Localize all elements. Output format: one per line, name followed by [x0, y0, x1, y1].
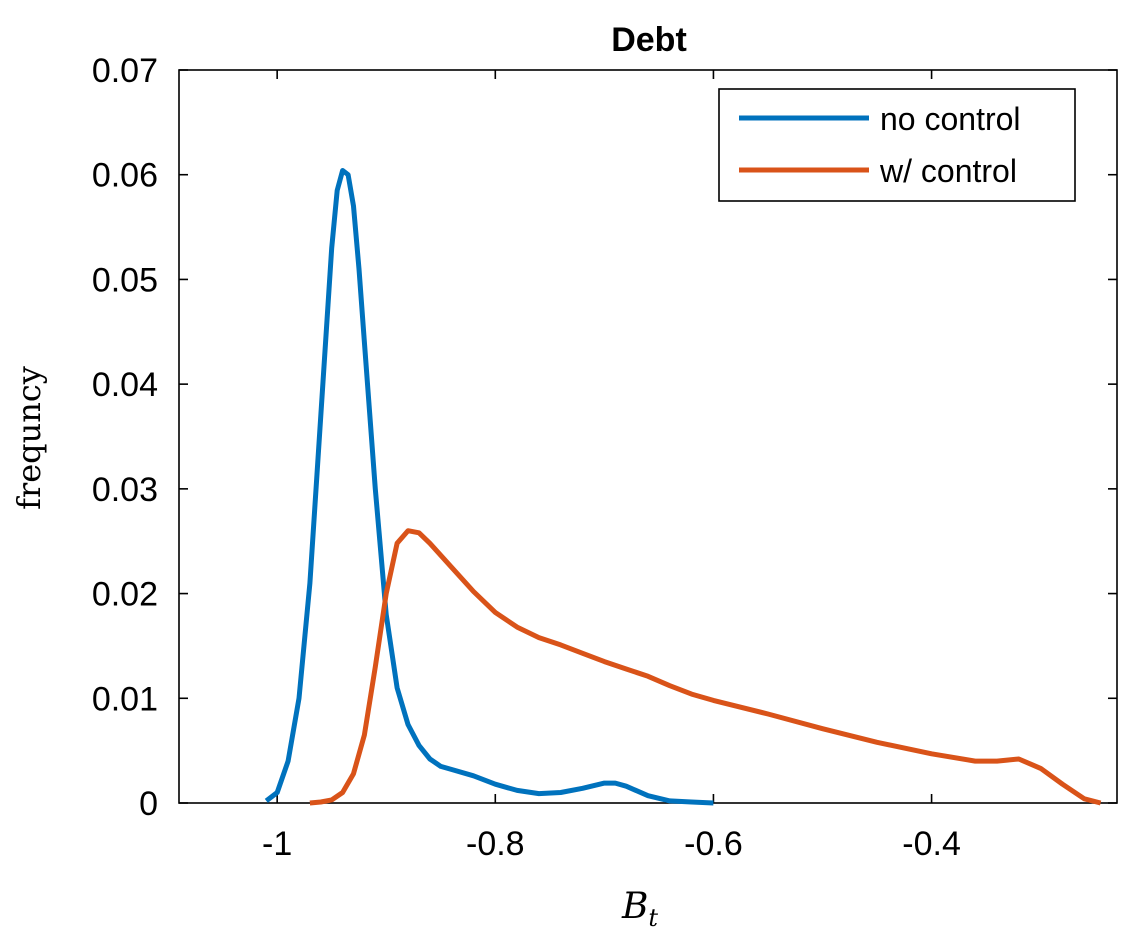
chart-title: Debt [611, 21, 687, 59]
x-tick-label: -0.4 [902, 825, 961, 863]
legend-box [718, 88, 1076, 202]
legend: no control w/ control [718, 88, 1076, 202]
legend-label-no-control: no control [880, 101, 1021, 137]
x-axis-label-subscript: t [648, 904, 658, 928]
y-tick-label: 0.04 [92, 366, 158, 404]
x-axis-label-main: B [621, 886, 648, 927]
x-tick-label: -0.8 [466, 825, 525, 863]
y-tick-label: 0.03 [92, 471, 158, 509]
y-tick-label: 0.07 [92, 52, 158, 90]
y-tick-label: 0 [139, 785, 158, 823]
y-tick-label: 0.01 [92, 680, 158, 718]
x-tick-label: -0.6 [684, 825, 743, 863]
y-axis-label: frequncy [10, 366, 48, 510]
series-group [264, 168, 1102, 806]
series-line-no-control [264, 168, 714, 806]
x-axis-label: Bt [621, 886, 658, 928]
plot-area [178, 69, 1118, 804]
x-tick-label: -1 [262, 825, 292, 863]
y-tick-label: 0.06 [92, 157, 158, 195]
y-tick-label: 0.05 [92, 261, 158, 299]
y-tick-label: 0.02 [92, 576, 158, 614]
x-axis-ticks: -1 -0.8 -0.6 -0.4 [262, 70, 961, 863]
axes-frame [178, 69, 1118, 804]
legend-label-w-control: w/ control [879, 153, 1017, 189]
y-axis-ticks: 0 0.01 0.02 0.03 0.04 0.05 0.06 0.07 [92, 52, 1117, 823]
series-line-w-control [309, 528, 1102, 806]
